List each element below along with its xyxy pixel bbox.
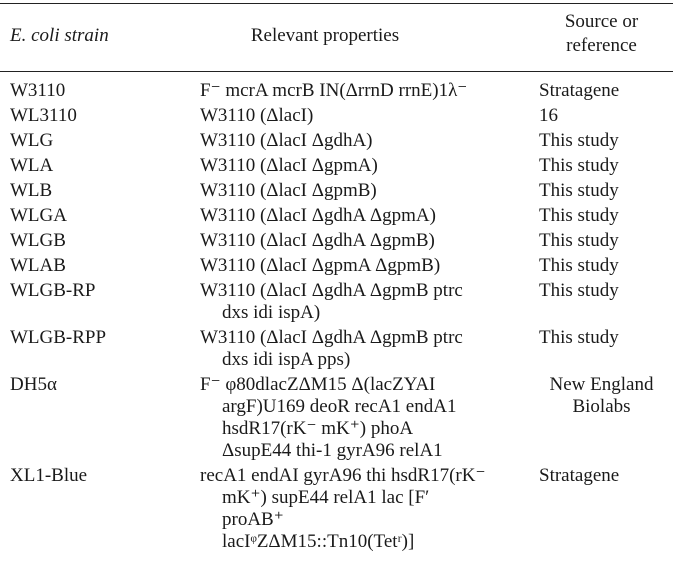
source-reference: This study xyxy=(539,205,673,227)
property-line: dxs idi ispA pps) xyxy=(222,349,351,370)
property-line: W3110 (ΔlacI ΔgdhA ΔgpmB ptrc xyxy=(200,327,463,348)
property-line: hsdR17(rK⁻ mK⁺) phoA xyxy=(222,418,414,439)
property-line: ΔsupE44 thi-1 gyrA96 relA1 xyxy=(222,440,443,461)
strain-name: XL1-Blue xyxy=(10,465,88,486)
relevant-properties: recA1 endAI gyrA96 thi hsdR17(rK⁻ mK⁺) su… xyxy=(200,465,535,553)
strain-name: W3110 xyxy=(10,80,66,101)
source-line: 16 xyxy=(539,105,558,126)
source-reference: This study xyxy=(539,255,673,277)
strain-name: WLGB-RP xyxy=(10,280,96,301)
source-line: Stratagene xyxy=(539,80,620,101)
property-line: W3110 (ΔlacI ΔgdhA ΔgpmB ptrc xyxy=(200,280,463,301)
source-line: This study xyxy=(539,230,619,251)
strain-name: WLAB xyxy=(10,255,66,276)
property-line: argF)U169 deoR recA1 endA1 xyxy=(222,396,457,417)
source-reference: This study xyxy=(539,130,673,152)
relevant-properties: W3110 (ΔlacI ΔgpmA ΔgpmB) xyxy=(200,255,535,277)
relevant-properties: W3110 (ΔlacI ΔgdhA ΔgpmB) xyxy=(200,230,535,252)
source-line: This study xyxy=(539,130,619,151)
table-top-rule xyxy=(0,3,673,4)
source-line: This study xyxy=(539,327,619,348)
source-reference: 16 xyxy=(539,105,673,127)
strain-name: DH5α xyxy=(10,374,57,395)
property-line: F⁻ mcrA mcrB IN(ΔrrnD rrnE)1λ⁻ xyxy=(200,80,468,101)
source-line: This study xyxy=(539,205,619,226)
source-line: Biolabs xyxy=(572,396,631,417)
strain-name: WLGB xyxy=(10,230,66,251)
strain-name: WLGA xyxy=(10,205,67,226)
property-line: W3110 (ΔlacI ΔgpmB) xyxy=(200,180,377,201)
property-line: W3110 (ΔlacI ΔgdhA) xyxy=(200,130,373,151)
source-reference: This study xyxy=(539,155,673,177)
relevant-properties: W3110 (ΔlacI ΔgpmB) xyxy=(200,180,535,202)
source-line: Stratagene xyxy=(539,465,620,486)
property-line: recA1 endAI gyrA96 thi hsdR17(rK⁻ xyxy=(200,465,486,486)
property-line: W3110 (ΔlacI ΔgdhA ΔgpmA) xyxy=(200,205,436,226)
header-properties: Relevant properties xyxy=(250,25,400,46)
property-line: W3110 (ΔlacI) xyxy=(200,105,314,126)
source-line: This study xyxy=(539,255,619,276)
relevant-properties: W3110 (ΔlacI ΔgdhA ΔgpmB ptrc dxs idi isp… xyxy=(200,280,535,324)
property-line: W3110 (ΔlacI ΔgdhA ΔgpmB) xyxy=(200,230,435,251)
strain-name: WLA xyxy=(10,155,54,176)
property-line: proAB⁺ xyxy=(222,509,284,530)
header-strain: E. coli strain xyxy=(10,25,109,46)
relevant-properties: W3110 (ΔlacI ΔgdhA) xyxy=(200,130,535,152)
relevant-properties: W3110 (ΔlacI ΔgdhA ΔgpmB ptrc dxs idi isp… xyxy=(200,327,535,371)
source-reference: Stratagene xyxy=(539,80,673,102)
source-line: This study xyxy=(539,180,619,201)
strain-name: WLGB-RPP xyxy=(10,327,107,348)
source-reference: Stratagene xyxy=(539,465,673,487)
property-line: F⁻ φ80dlacZΔM15 Δ(lacZYAI xyxy=(200,374,436,395)
header-source: Source or reference xyxy=(530,10,673,58)
source-reference: This study xyxy=(539,180,673,202)
header-source-line1: Source or xyxy=(564,11,639,32)
source-reference: This study xyxy=(539,327,673,349)
strain-name: WLG xyxy=(10,130,54,151)
source-line: New England xyxy=(549,374,654,395)
property-line: mK⁺) supE44 relA1 lac [F′ xyxy=(222,487,430,508)
relevant-properties: W3110 (ΔlacI ΔgpmA) xyxy=(200,155,535,177)
source-line: This study xyxy=(539,280,619,301)
source-reference: This study xyxy=(539,280,673,302)
source-reference: This study xyxy=(539,230,673,252)
property-line: lacIᵠZΔM15::Tn10(Tetʳ)] xyxy=(222,531,415,552)
relevant-properties: W3110 (ΔlacI) xyxy=(200,105,535,127)
property-line: dxs idi ispA) xyxy=(222,302,321,323)
strain-name: WL3110 xyxy=(10,105,77,126)
property-line: W3110 (ΔlacI ΔgpmA) xyxy=(200,155,378,176)
header-source-line2: reference xyxy=(566,35,637,56)
table-header-rule xyxy=(0,71,673,72)
relevant-properties: F⁻ mcrA mcrB IN(ΔrrnD rrnE)1λ⁻ xyxy=(200,80,535,102)
source-reference: New England Biolabs xyxy=(530,374,673,418)
source-line: This study xyxy=(539,155,619,176)
property-line: W3110 (ΔlacI ΔgpmA ΔgpmB) xyxy=(200,255,441,276)
strain-name: WLB xyxy=(10,180,53,201)
relevant-properties: F⁻ φ80dlacZΔM15 Δ(lacZYAI argF)U169 deoR … xyxy=(200,374,535,462)
relevant-properties: W3110 (ΔlacI ΔgdhA ΔgpmA) xyxy=(200,205,535,227)
